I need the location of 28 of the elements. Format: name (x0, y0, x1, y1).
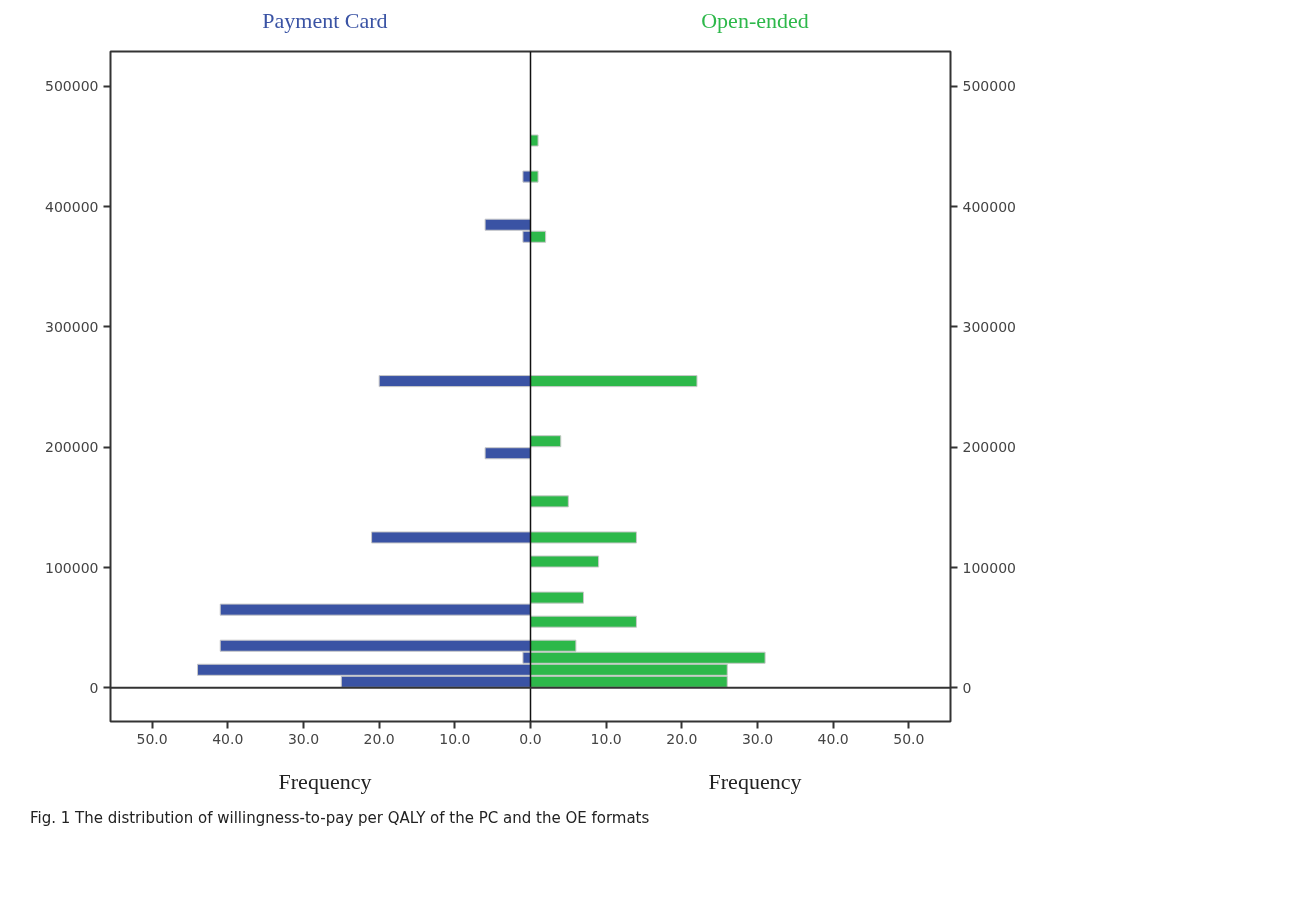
x-tick-label: 30.0 (287, 730, 320, 747)
text: Frequency (708, 769, 802, 795)
text: Open-ended (701, 7, 809, 35)
y-tick-label: 500000 (45, 78, 99, 95)
y2-tick-label: 300000 (962, 319, 1016, 336)
x-tick-label: 50.0 (893, 730, 925, 747)
x-tick-label: 0.0 (519, 730, 542, 747)
y2-tick-label: 100000 (962, 559, 1016, 576)
x-tick-label: 10.0 (439, 730, 471, 747)
y2-tick-label: 0 (962, 680, 972, 697)
x-tick-label: 40.0 (817, 730, 849, 747)
x-tick-label: 40.0 (212, 730, 244, 747)
x-axis-title: Frequency (278, 768, 372, 797)
x-tick-label: 10.0 (590, 730, 622, 747)
y-tick-label: 200000 (45, 439, 99, 456)
y2-tick-label: 500000 (962, 78, 1016, 95)
y2-tick-label: 400000 (962, 199, 1016, 216)
x-tick-label: 50.0 (136, 730, 168, 747)
y-tick-label: 300000 (45, 319, 99, 336)
y-tick-label: 400000 (45, 199, 99, 216)
x-tick-label: 30.0 (741, 730, 774, 747)
x-tick-label: 20.0 (363, 730, 395, 747)
y2-tick-label: 200000 (962, 439, 1016, 456)
x-tick-label: 20.0 (666, 730, 698, 747)
y-tick-label: 0 (89, 680, 99, 697)
caption: Fig. 1 The distribution of willingness-to-pay per QALY of the PC and the OE formats (30, 807, 650, 829)
text: Payment Card (262, 7, 388, 35)
y-tick-label: 100000 (45, 559, 99, 576)
